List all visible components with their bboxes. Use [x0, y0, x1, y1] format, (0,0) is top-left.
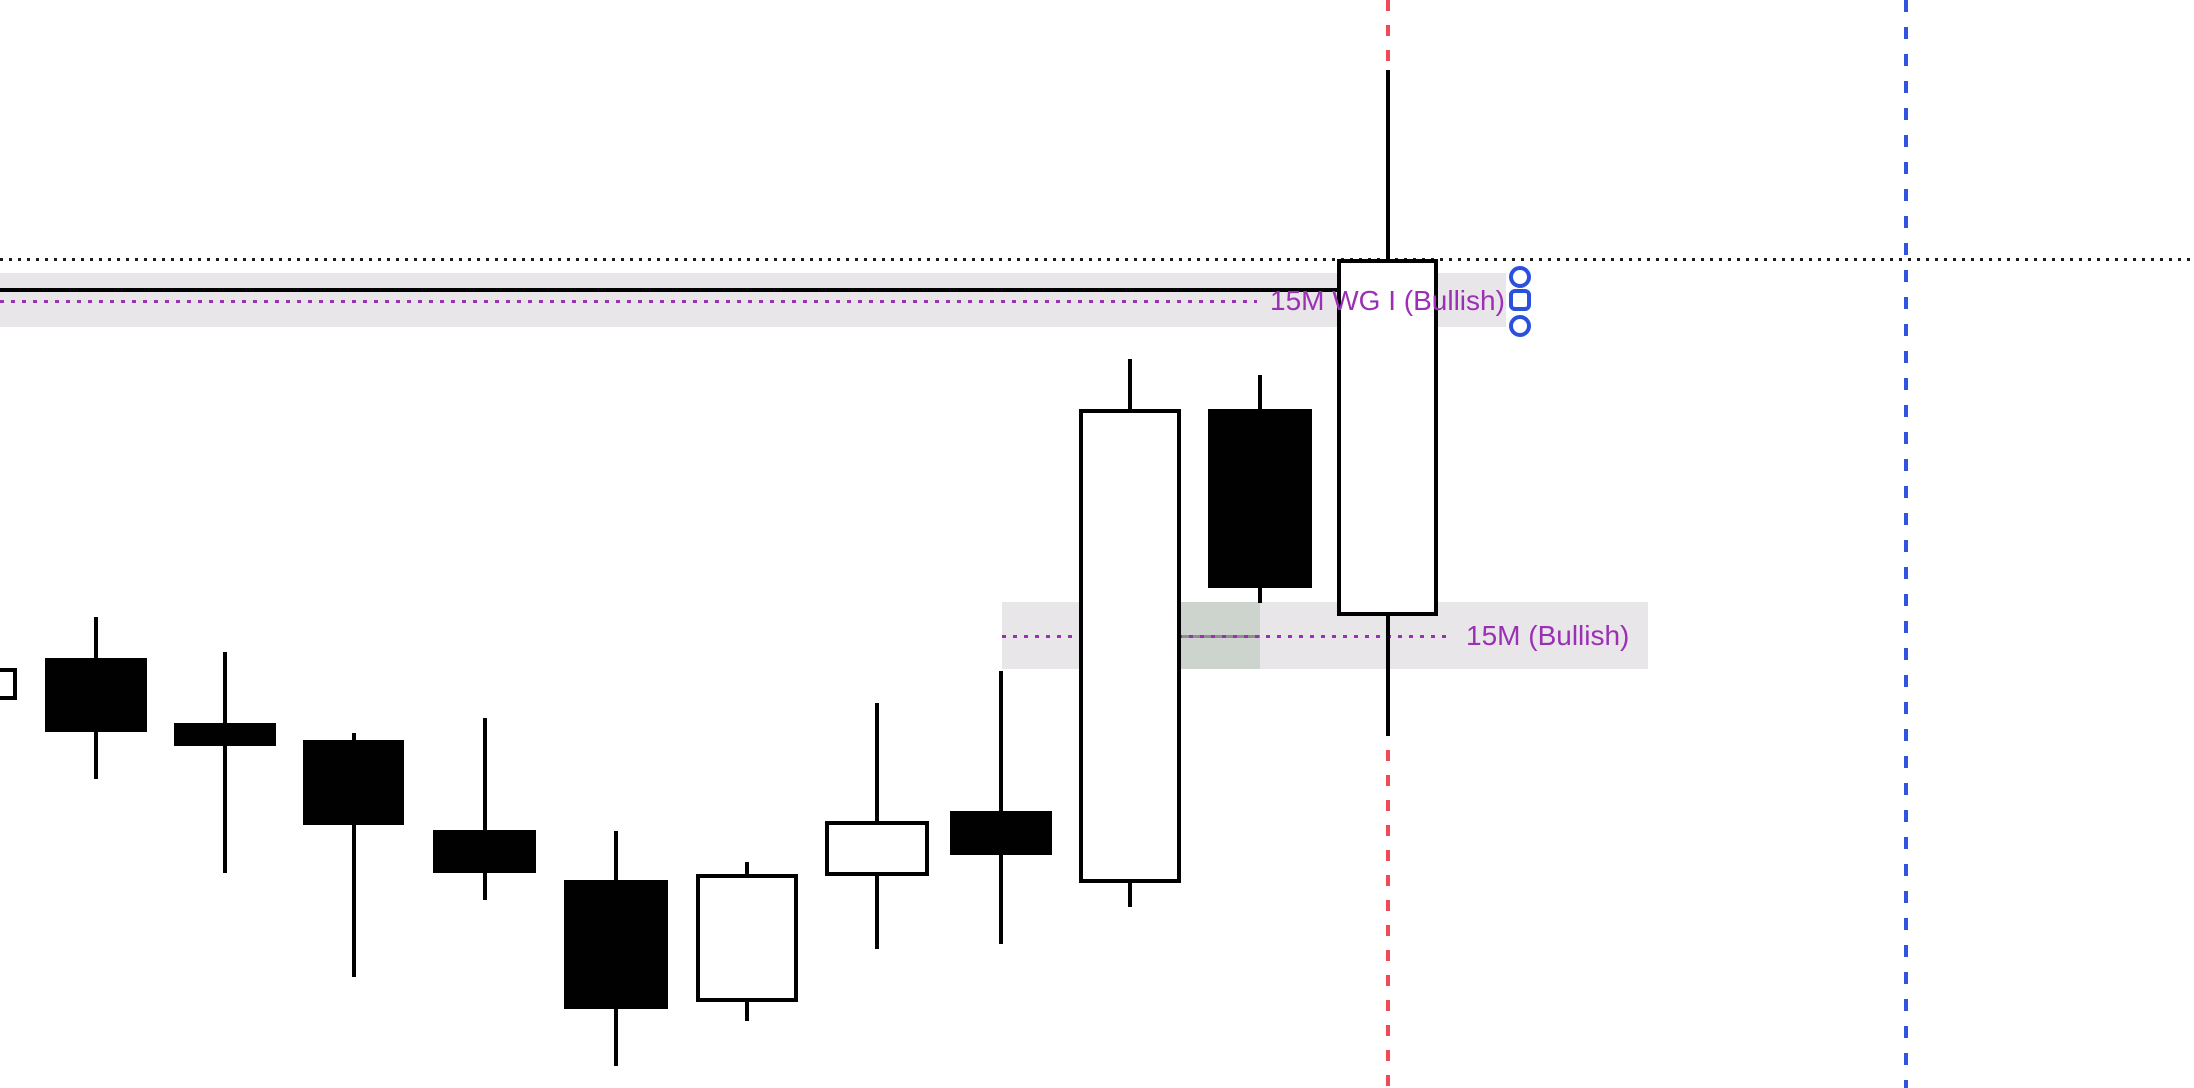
marker-circle[interactable] — [1509, 266, 1531, 288]
solid-level-line[interactable] — [0, 288, 1338, 292]
candle-4-body-bearish — [303, 740, 404, 825]
zone-label-15m-wg-bullish[interactable]: 15M WG I (Bullish) — [1270, 285, 1505, 316]
candle-9-wick — [999, 671, 1003, 944]
candle-7-body-bullish — [696, 874, 798, 1002]
candle-12-body-bullish — [1337, 259, 1438, 616]
candle-2-body-bearish — [45, 658, 147, 732]
candle-9-body-bearish — [950, 811, 1052, 855]
candle-3-body-bearish — [174, 723, 276, 746]
purple-dotted-zone-line[interactable] — [1002, 635, 1453, 638]
top-dotted-level-line[interactable] — [0, 258, 2194, 261]
zone-label-15m-bullish[interactable]: 15M (Bullish) — [1466, 620, 1630, 651]
candle-5-body-bearish — [433, 830, 536, 873]
candle-1-body-bullish — [0, 668, 17, 700]
marker-circle[interactable] — [1509, 315, 1531, 337]
candle-5-wick — [482, 718, 487, 900]
candle-10-body-bullish — [1079, 409, 1181, 883]
marker-rounded-square[interactable] — [1509, 289, 1531, 311]
candle-11-body-bearish — [1208, 409, 1312, 588]
candle-6-body-bearish — [564, 880, 668, 1009]
candle-8-body-bullish — [825, 821, 929, 876]
blue-dashed-vline[interactable] — [1904, 0, 1908, 1088]
purple-dotted-zone-line[interactable] — [0, 300, 1257, 303]
candle-4-wick — [351, 733, 356, 977]
candle-3-wick — [223, 652, 227, 873]
